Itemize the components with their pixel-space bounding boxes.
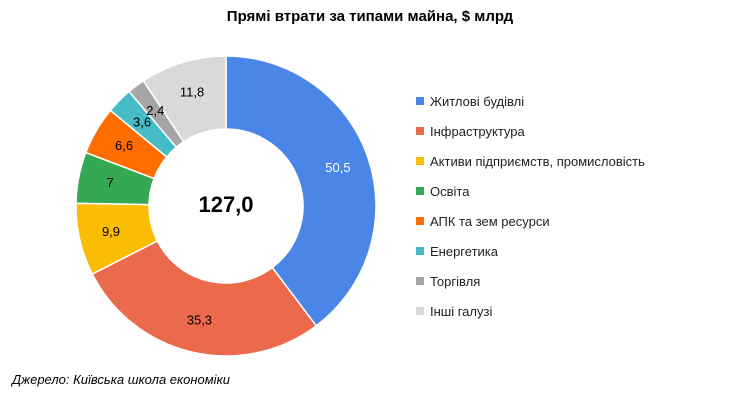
legend-swatch — [416, 247, 424, 255]
legend-item-6: Енергетика — [416, 236, 645, 266]
legend-swatch — [416, 307, 424, 315]
legend-label: Інші галузі — [430, 303, 493, 319]
slice-value-label-5: 6,6 — [115, 138, 133, 153]
slice-value-label-6: 3,6 — [133, 114, 151, 129]
legend-label: Енергетика — [430, 243, 498, 259]
slice-value-label-2: 35,3 — [187, 312, 212, 327]
legend-swatch — [416, 187, 424, 195]
legend-label: Житлові будівлі — [430, 93, 525, 109]
source-note: Джерело: Київська школа економіки — [12, 372, 230, 387]
slice-value-label-4: 7 — [107, 175, 114, 190]
slice-8 — [142, 55, 227, 143]
center-total-label: 127,0 — [198, 192, 253, 217]
legend-label: Освіта — [430, 183, 470, 199]
legend-label: АПК та зем ресурси — [430, 213, 550, 229]
slice-2 — [91, 239, 318, 357]
slice-value-label-3: 9,9 — [102, 224, 120, 239]
legend-item-2: Інфраструктура — [416, 116, 645, 146]
legend-item-8: Інші галузі — [416, 296, 645, 326]
legend-item-4: Освіта — [416, 176, 645, 206]
legend-item-5: АПК та зем ресурси — [416, 206, 645, 236]
legend-label: Інфраструктура — [430, 123, 525, 139]
legend-swatch — [416, 157, 424, 165]
slice-1 — [225, 55, 377, 327]
legend-label: Активи підприємств, промисловість — [430, 153, 645, 169]
slice-value-label-7: 2,4 — [146, 103, 164, 118]
legend-item-3: Активи підприємств, промисловість — [416, 146, 645, 176]
legend-label: Торгівля — [430, 273, 481, 289]
chart-title: Прямі втрати за типами майна, $ млрд — [226, 8, 514, 25]
legend-item-1: Житлові будівлі — [416, 86, 645, 116]
legend-swatch — [416, 217, 424, 225]
legend-item-7: Торгівля — [416, 266, 645, 296]
slice-value-label-1: 50,5 — [325, 160, 350, 175]
legend-swatch — [416, 97, 424, 105]
slice-value-label-8: 11,8 — [180, 84, 204, 99]
legend-swatch — [416, 277, 424, 285]
legend-swatch — [416, 127, 424, 135]
chart-legend: Житлові будівлі Інфраструктура Активи підп… — [416, 86, 645, 326]
